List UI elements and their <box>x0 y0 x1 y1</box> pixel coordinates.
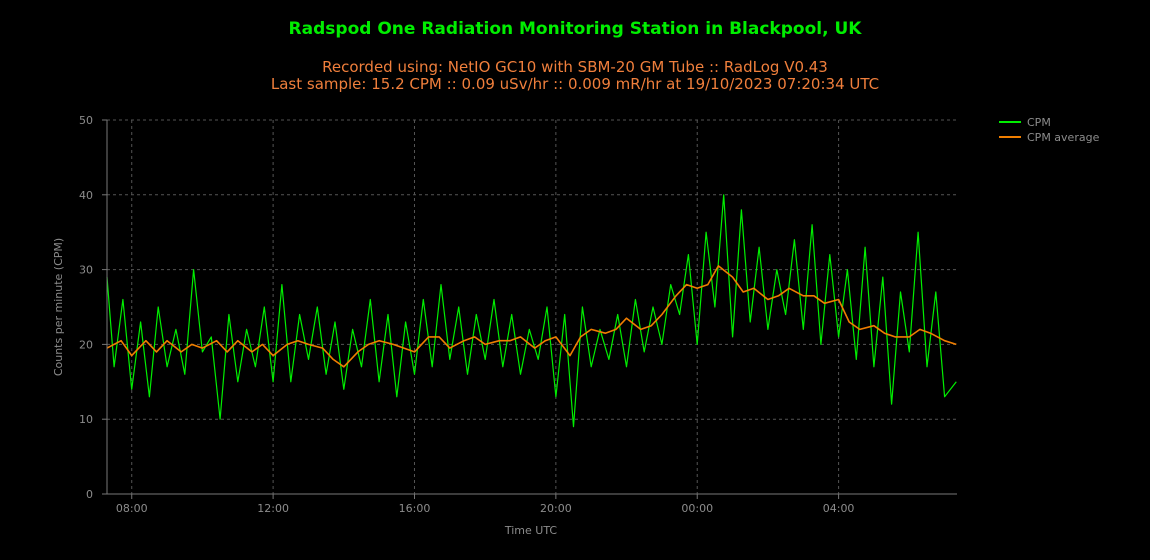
y-tick-label: 20 <box>79 338 93 351</box>
legend: CPM CPM average <box>999 116 1100 144</box>
chart-title: Radspod One Radiation Monitoring Station… <box>289 19 863 39</box>
x-tick-label: 16:00 <box>399 502 431 515</box>
series-group <box>106 194 957 428</box>
y-tick-label: 30 <box>79 264 93 277</box>
axes: 0 10 20 30 40 50 08:00 12:00 16:00 20:00 00:00 04:0… <box>79 114 957 515</box>
x-tick-label: 00:00 <box>681 502 713 515</box>
x-tick-label: 12:00 <box>257 502 289 515</box>
series-cpm-line <box>106 194 957 428</box>
legend-label: CPM <box>1027 116 1051 129</box>
y-tick-label: 50 <box>79 114 93 127</box>
y-axis-label: Counts per minute (CPM) <box>52 238 65 376</box>
legend-label: CPM average <box>1027 131 1100 144</box>
x-axis-label: Time UTC <box>504 524 558 537</box>
x-tick-label: 20:00 <box>540 502 572 515</box>
grid <box>107 119 957 494</box>
chart-subtitle-line1: Recorded using: NetIO GC10 with SBM-20 G… <box>322 58 828 76</box>
x-tick-label: 08:00 <box>116 502 148 515</box>
x-tick-label: 04:00 <box>823 502 855 515</box>
chart-subtitle-line2: Last sample: 15.2 CPM :: 0.09 uSv/hr :: … <box>271 75 879 93</box>
series-cpm-average-line <box>106 265 957 368</box>
y-tick-label: 0 <box>86 488 93 501</box>
y-tick-label: 10 <box>79 413 93 426</box>
y-tick-label: 40 <box>79 189 93 202</box>
